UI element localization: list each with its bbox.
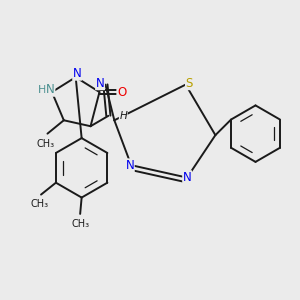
Text: N: N — [73, 67, 82, 80]
Text: N: N — [125, 159, 134, 172]
Text: S: S — [185, 76, 193, 90]
Text: N: N — [46, 83, 55, 96]
Text: N: N — [96, 76, 104, 90]
Text: H: H — [119, 111, 127, 121]
Text: O: O — [117, 85, 126, 98]
Text: CH₃: CH₃ — [37, 139, 55, 149]
Text: CH₃: CH₃ — [31, 199, 49, 209]
Text: H: H — [38, 85, 46, 95]
Text: N: N — [183, 171, 191, 184]
Text: CH₃: CH₃ — [71, 219, 89, 229]
